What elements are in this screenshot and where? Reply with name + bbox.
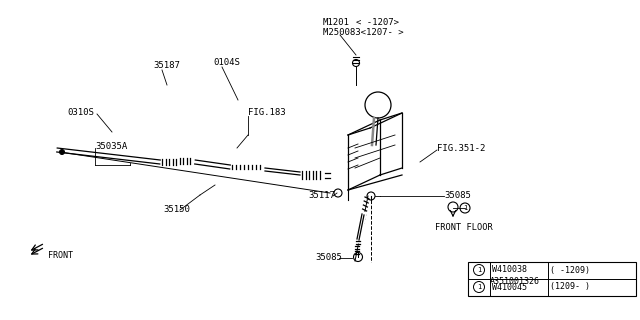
- Text: FRONT: FRONT: [48, 251, 73, 260]
- Text: 35117: 35117: [308, 191, 335, 201]
- Text: 35187: 35187: [153, 60, 180, 69]
- Text: FIG.183: FIG.183: [248, 108, 285, 116]
- Text: FRONT FLOOR: FRONT FLOOR: [435, 222, 493, 231]
- Text: 35150: 35150: [163, 205, 190, 214]
- Text: 0104S: 0104S: [213, 58, 240, 67]
- Text: W410038: W410038: [492, 266, 527, 275]
- Text: W410045: W410045: [492, 283, 527, 292]
- Text: 1: 1: [463, 205, 467, 211]
- Text: M1201: M1201: [323, 18, 350, 27]
- Text: (1209- ): (1209- ): [550, 283, 590, 292]
- Bar: [468, 262, 636, 296]
- Text: 35085: 35085: [444, 190, 471, 199]
- Text: 0310S: 0310S: [67, 108, 94, 116]
- Text: 1: 1: [477, 284, 481, 290]
- Text: A351001326: A351001326: [490, 277, 540, 286]
- Circle shape: [60, 149, 65, 155]
- Text: 1: 1: [477, 267, 481, 273]
- Text: < -1207>: < -1207>: [356, 18, 399, 27]
- Text: ( -1209): ( -1209): [550, 266, 590, 275]
- Text: 35085: 35085: [315, 253, 342, 262]
- Text: M250083<1207- >: M250083<1207- >: [323, 28, 404, 36]
- Text: FIG.351-2: FIG.351-2: [437, 143, 485, 153]
- Text: 35035A: 35035A: [95, 141, 127, 150]
